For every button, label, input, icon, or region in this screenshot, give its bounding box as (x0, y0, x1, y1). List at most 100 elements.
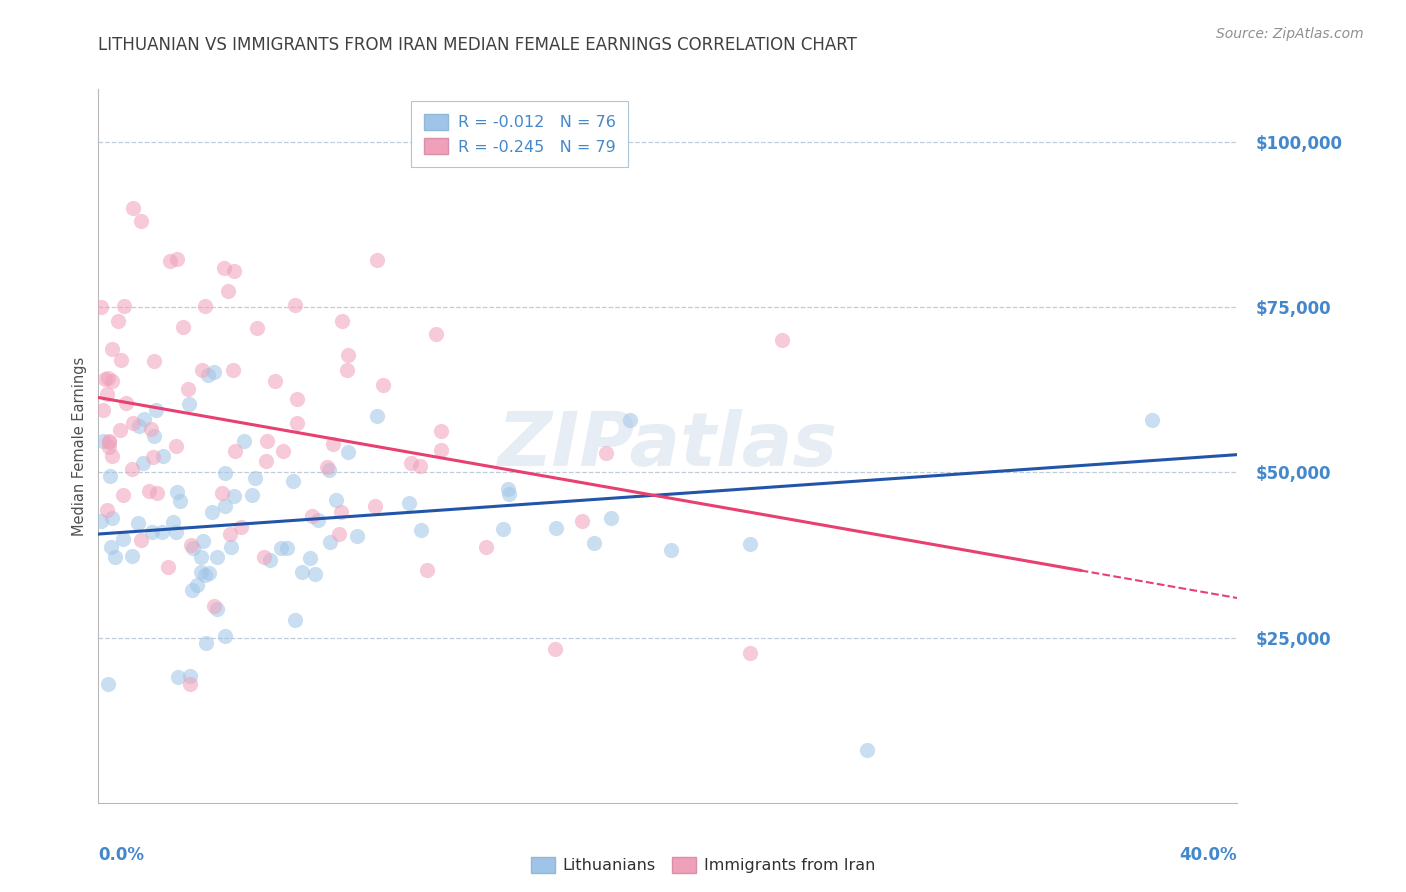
Legend: Lithuanians, Immigrants from Iran: Lithuanians, Immigrants from Iran (524, 850, 882, 880)
Point (190, 565, 212, 579)
Point (330, 314, 353, 328)
Point (142, 428, 165, 442)
Point (122, 201, 145, 215)
Text: 0.0%: 0.0% (98, 846, 145, 863)
Point (107, 314, 129, 328)
Point (91, 434, 114, 448)
Point (141, 525, 163, 540)
Point (194, 299, 217, 313)
Point (409, 458, 432, 473)
Point (129, 214, 152, 228)
Y-axis label: Median Female Earnings: Median Female Earnings (72, 357, 87, 535)
Point (218, 527, 240, 541)
Point (112, 299, 135, 313)
Point (770, 333, 793, 347)
Point (96, 503, 118, 517)
Point (145, 486, 167, 500)
Point (276, 541, 298, 556)
Point (304, 566, 326, 581)
Point (190, 550, 212, 565)
Point (856, 743, 879, 757)
Point (430, 424, 453, 438)
Point (259, 553, 281, 567)
Point (214, 466, 236, 480)
Point (205, 549, 228, 564)
Point (167, 670, 190, 684)
Point (543, 642, 565, 657)
Point (222, 264, 245, 278)
Point (544, 521, 567, 535)
Point (121, 462, 143, 476)
Point (193, 533, 215, 548)
Point (98, 434, 121, 449)
Text: LITHUANIAN VS IMMIGRANTS FROM IRAN MEDIAN FEMALE EARNINGS CORRELATION CHART: LITHUANIAN VS IMMIGRANTS FROM IRAN MEDIA… (98, 36, 858, 54)
Point (90, 300, 112, 314)
Point (229, 519, 252, 533)
Point (285, 416, 308, 430)
Point (409, 523, 432, 537)
Point (319, 534, 342, 549)
Point (205, 601, 228, 615)
Point (496, 482, 519, 496)
Point (325, 492, 347, 507)
Point (179, 677, 201, 691)
Point (284, 298, 307, 312)
Point (197, 368, 219, 382)
Point (322, 437, 344, 451)
Point (159, 254, 181, 268)
Point (110, 423, 132, 437)
Point (740, 536, 762, 550)
Point (1140, 412, 1163, 426)
Point (492, 522, 515, 536)
Point (165, 524, 187, 539)
Point (211, 486, 233, 500)
Point (121, 549, 143, 563)
Point (172, 319, 194, 334)
Point (221, 363, 243, 377)
Point (98, 440, 121, 454)
Point (366, 253, 388, 268)
Point (232, 434, 254, 448)
Point (224, 489, 246, 503)
Point (214, 499, 236, 513)
Point (281, 474, 304, 488)
Point (183, 541, 205, 556)
Point (599, 511, 621, 525)
Point (214, 629, 236, 643)
Point (291, 566, 314, 580)
Point (101, 342, 124, 356)
Point (186, 578, 208, 592)
Point (110, 353, 132, 368)
Point (101, 449, 124, 463)
Point (298, 551, 321, 566)
Point (246, 321, 269, 335)
Point (270, 541, 292, 556)
Point (98, 434, 121, 448)
Point (166, 485, 188, 500)
Point (264, 374, 287, 388)
Point (307, 513, 329, 527)
Point (101, 511, 124, 525)
Point (104, 549, 127, 564)
Point (346, 529, 368, 543)
Point (165, 440, 187, 454)
Point (738, 646, 761, 660)
Point (475, 540, 498, 554)
Point (240, 488, 263, 502)
Point (285, 392, 308, 406)
Point (571, 514, 593, 528)
Point (121, 416, 143, 430)
Point (316, 459, 339, 474)
Point (127, 516, 149, 530)
Text: 40.0%: 40.0% (1180, 846, 1237, 863)
Point (416, 564, 439, 578)
Point (181, 583, 204, 598)
Point (243, 471, 266, 485)
Point (180, 538, 202, 552)
Point (177, 383, 200, 397)
Point (111, 488, 134, 502)
Point (134, 412, 156, 426)
Point (583, 535, 606, 549)
Point (195, 636, 218, 650)
Point (284, 613, 307, 627)
